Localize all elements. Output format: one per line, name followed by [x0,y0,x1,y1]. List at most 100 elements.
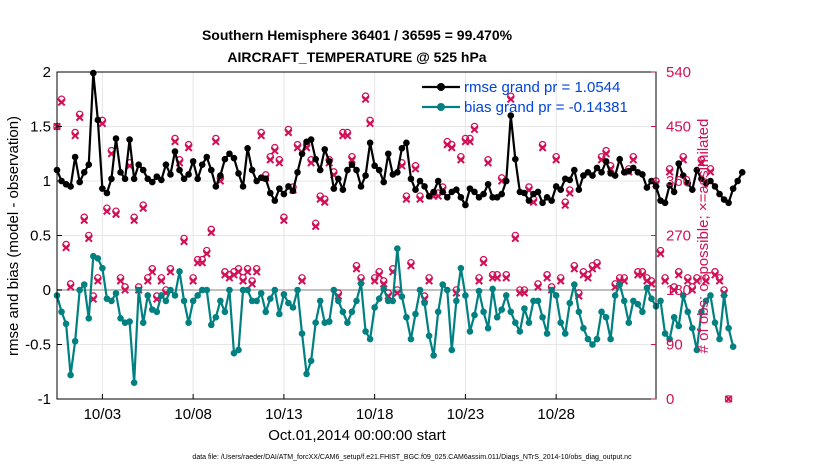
bias-point [580,324,587,332]
bias-point [153,308,161,316]
obs-assimilated-dot [690,288,694,292]
obs-assimilated-marker [520,289,529,297]
rmse-point [289,187,297,195]
rmse-point [543,194,551,201]
obs-assimilated-marker [248,280,257,288]
rmse-point [176,166,183,174]
bias-point [557,319,565,327]
y-right-tick-label: 0 [666,391,674,408]
obs-assimilated-dot [64,246,68,250]
rmse-point [480,190,487,198]
bias-point [158,292,165,299]
bias-point [316,297,324,305]
rmse-point [321,146,329,153]
obs-assimilated-marker [84,234,93,243]
bias-point [257,289,265,297]
bias-point [443,286,451,294]
bias-point [648,295,655,303]
obs-assimilated-dot [554,158,558,162]
obs-assimilated-dot [645,279,649,283]
rmse-point [339,186,347,194]
bias-point [339,308,347,316]
bias-point [684,308,692,316]
obs-assimilated-dot [708,170,713,174]
obs-assimilated-marker [66,283,75,291]
rmse-point [280,190,288,198]
obs-assimilated-dot [196,261,200,265]
rmse-point [276,185,283,192]
obs-assimilated-dot [168,270,173,274]
bias-point [248,297,256,305]
rmse-point [639,171,646,178]
rmse-point [625,167,633,175]
rmse-point [539,199,546,207]
obs-assimilated-dot [631,158,635,162]
bias-point [611,292,619,299]
obs-assimilated-marker [130,216,139,225]
y-axis-right-label: # of obs: o=possible; ×=assimilated [695,119,712,354]
bias-point [434,308,442,316]
y-right-tick-label: 270 [666,228,691,245]
obs-assimilated-marker [211,137,220,146]
rmse-point [552,183,560,190]
y-left-tick-label: 1 [43,173,51,190]
obs-assimilated-marker [661,277,669,285]
rmse-point [130,175,138,183]
obs-assimilated-dot [500,179,504,183]
obs-assimilated-dot [418,197,422,201]
obs-assimilated-dot [622,279,626,283]
bias-point [525,319,533,327]
obs-assimilated-dot [255,270,259,274]
bias-point [598,308,605,316]
rmse-point [158,176,165,184]
obs-assimilated-dot [114,212,118,216]
obs-assimilated-marker [293,143,302,152]
rmse-point [493,194,501,201]
rmse-point [348,161,356,168]
rmse-point [108,175,115,183]
obs-assimilated-marker [706,168,715,176]
rmse-point [239,183,247,190]
obs-assimilated-dot [173,140,177,144]
rmse-point [489,194,496,201]
rmse-point [548,197,555,204]
bias-point [394,245,401,252]
rmse-point [167,171,174,178]
bias-point [217,297,224,305]
obs-assimilated-marker [171,137,179,146]
rmse-point [525,197,533,204]
obs-assimilated-dot [577,294,581,298]
bias-point [439,281,447,288]
obs-assimilated-dot [282,218,286,222]
rmse-point [198,161,206,168]
obs-assimilated-marker [565,189,574,198]
obs-assimilated-dot [432,194,436,198]
rmse-point [707,177,714,185]
bias-point [430,352,437,359]
rmse-point [425,192,433,200]
obs-assimilated-dot [78,115,82,120]
rmse-point [171,148,179,155]
rmse-point [112,135,120,142]
legend-bias-marker [437,103,445,111]
rmse-point [593,164,601,172]
bias-point [689,324,696,332]
obs-assimilated-dot [82,218,86,222]
rmse-point [716,190,723,198]
obs-assimilated-dot [459,158,463,162]
bias-point [80,281,88,288]
rmse-point [248,166,256,174]
obs-assimilated-dot [87,236,91,241]
bias-point [616,281,623,288]
rmse-point [325,158,333,165]
rmse-point [661,199,669,207]
obs-assimilated-dot [695,279,699,283]
bias-point [371,304,378,311]
rmse-point [212,183,220,190]
obs-assimilated-dot [658,252,663,256]
bias-point [94,255,102,262]
bias-point [480,308,487,316]
rmse-point [416,177,424,185]
bias-point [335,297,342,305]
